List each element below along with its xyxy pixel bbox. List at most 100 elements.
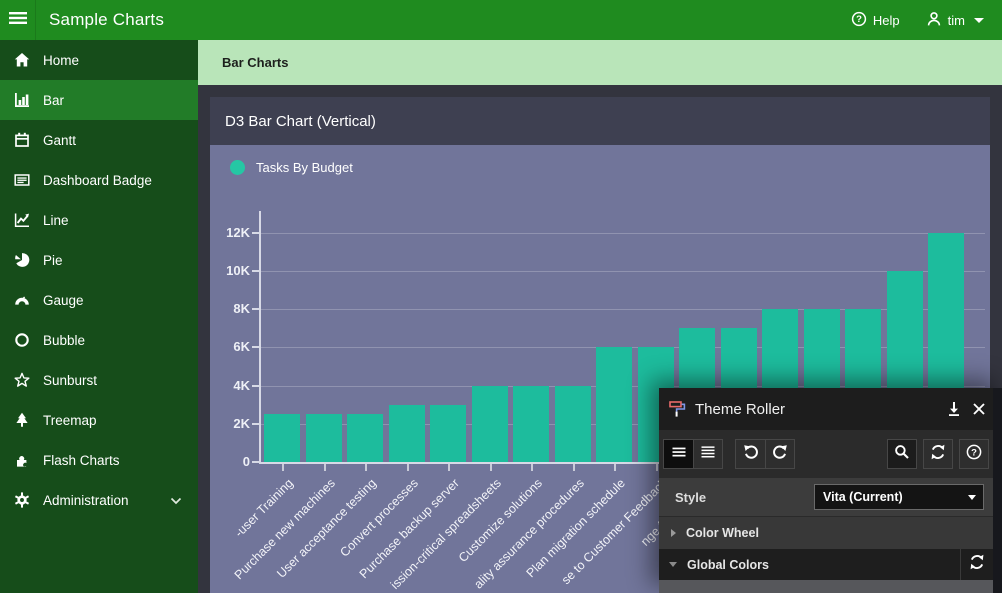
detailed-view-button[interactable] (693, 439, 723, 469)
sidebar-item-gantt[interactable]: Gantt (0, 120, 198, 160)
x-axis-tick (324, 464, 326, 471)
color-wheel-section[interactable]: Color Wheel (659, 516, 1002, 549)
sidebar-item-treemap[interactable]: Treemap (0, 400, 198, 440)
bubble-icon (13, 332, 31, 348)
sidebar-item-bar[interactable]: Bar (0, 80, 198, 120)
y-axis-tick (252, 232, 259, 234)
sidebar-item-line[interactable]: Line (0, 200, 198, 240)
sidebar-item-home[interactable]: Home (0, 40, 198, 80)
bar-1[interactable] (264, 414, 300, 462)
x-axis-tick (407, 464, 409, 471)
user-name: tim (948, 13, 965, 28)
y-axis-tick (252, 308, 259, 310)
question-circle-icon: ? (851, 11, 867, 30)
help-label: Help (873, 13, 900, 28)
person-icon (926, 11, 942, 30)
gridline (260, 271, 985, 272)
paint-roller-icon (668, 400, 687, 418)
theme-roller-title: Theme Roller (695, 401, 785, 418)
y-axis-label: 6K (214, 339, 250, 354)
search-icon (894, 444, 910, 465)
sync-icon (969, 554, 985, 575)
bar-9[interactable] (596, 347, 632, 462)
sidebar-item-label: Treemap (43, 413, 97, 428)
bar-2[interactable] (306, 414, 342, 462)
x-axis-tick (490, 464, 492, 471)
help-circle-icon: ? (966, 444, 982, 465)
user-menu-button[interactable]: tim (926, 11, 984, 30)
chart-legend[interactable]: Tasks By Budget (230, 160, 353, 175)
x-axis-tick (573, 464, 575, 471)
theme-roller-footer (659, 580, 993, 593)
sidebar-item-label: Home (43, 53, 79, 68)
chart-panel-title: D3 Bar Chart (Vertical) (225, 113, 376, 130)
bar-3[interactable] (347, 414, 383, 462)
sidebar-item-flash-charts[interactable]: Flash Charts (0, 440, 198, 480)
style-label: Style (675, 490, 706, 505)
chart-panel-header: D3 Bar Chart (Vertical) (210, 97, 990, 145)
close-icon[interactable] (972, 402, 986, 416)
breadcrumb-title: Bar Charts (222, 55, 288, 70)
sidebar-item-gauge[interactable]: Gauge (0, 280, 198, 320)
sidebar-item-bubble[interactable]: Bubble (0, 320, 198, 360)
bar-chart-icon (13, 92, 31, 108)
legend-label: Tasks By Budget (256, 160, 353, 175)
top-header: Sample Charts ? Help tim (0, 0, 1002, 40)
chevron-right-icon (671, 529, 676, 537)
style-select[interactable]: Vita (Current) (814, 484, 984, 510)
redo-icon (772, 444, 788, 465)
bar-6[interactable] (472, 386, 508, 462)
sidebar-item-sunburst[interactable]: Sunburst (0, 360, 198, 400)
y-axis-label: 4K (214, 378, 250, 393)
sidebar-item-label: Administration (43, 493, 129, 508)
undo-button[interactable] (735, 439, 765, 469)
sidebar-item-label: Gantt (43, 133, 76, 148)
gear-icon (13, 492, 31, 508)
scrollbar-track[interactable] (993, 388, 1002, 593)
hamburger-menu-button[interactable] (0, 0, 36, 40)
line-chart-icon (13, 212, 31, 228)
sidebar-item-label: Bubble (43, 333, 85, 348)
x-axis-tick (531, 464, 533, 471)
legend-marker-icon (230, 160, 245, 175)
theme-roller-header[interactable]: Theme Roller (659, 388, 1002, 430)
bar-7[interactable] (513, 386, 549, 462)
sidebar-item-label: Bar (43, 93, 64, 108)
hamburger-icon (8, 10, 28, 31)
bar-5[interactable] (430, 405, 466, 462)
x-axis-tick (656, 464, 658, 471)
global-colors-refresh-button[interactable] (960, 549, 993, 580)
theme-roller-panel: Theme Roller (659, 388, 1002, 593)
sidebar-item-administration[interactable]: Administration (0, 480, 198, 520)
redo-button[interactable] (765, 439, 795, 469)
breadcrumb: Bar Charts (198, 40, 1002, 85)
sync-button[interactable] (923, 439, 953, 469)
tree-icon (13, 412, 31, 428)
sidebar-item-label: Pie (43, 253, 63, 268)
x-axis-tick (448, 464, 450, 471)
bar-4[interactable] (389, 405, 425, 462)
list-badge-icon (13, 172, 31, 188)
color-wheel-label: Color Wheel (686, 526, 759, 540)
search-button[interactable] (887, 439, 917, 469)
x-axis-tick (365, 464, 367, 471)
theme-roller-toolbar: ? (659, 430, 1002, 478)
caret-down-icon (974, 18, 984, 23)
y-axis-label: 0 (214, 454, 250, 469)
help-circle-button[interactable]: ? (959, 439, 989, 469)
sidebar-item-dashboard-badge[interactable]: Dashboard Badge (0, 160, 198, 200)
download-icon[interactable] (946, 401, 962, 417)
help-button[interactable]: ? Help (851, 11, 900, 30)
sidebar-nav: Home Bar Gantt Dashboard BadgeLine Pie Gauge B… (0, 40, 198, 593)
global-colors-section[interactable]: Global Colors (659, 549, 1002, 580)
undo-icon (743, 444, 759, 465)
style-select-value: Vita (Current) (823, 490, 903, 504)
svg-text:?: ? (856, 14, 862, 25)
list-detailed-icon (700, 444, 716, 465)
select-caret-icon (968, 495, 976, 500)
sidebar-item-label: Sunburst (43, 373, 97, 388)
compact-view-button[interactable] (663, 439, 693, 469)
sidebar-item-pie[interactable]: Pie (0, 240, 198, 280)
y-axis-tick (252, 346, 259, 348)
bar-8[interactable] (555, 386, 591, 462)
